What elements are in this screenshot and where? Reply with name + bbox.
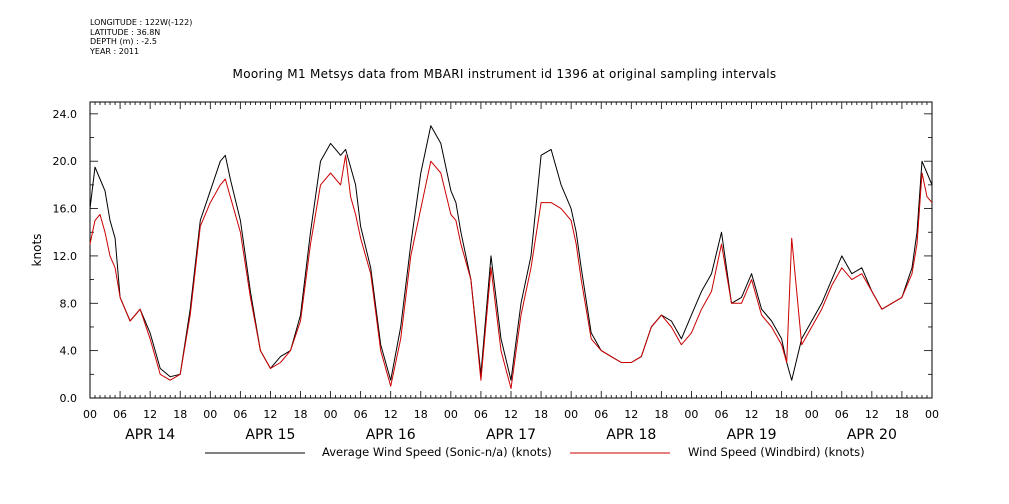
series-line-windbird-wind-speed: [89, 154, 933, 389]
x-tick-label: 12: [624, 408, 638, 421]
x-tick-label: 00: [324, 408, 338, 421]
x-tick-label: 06: [474, 408, 488, 421]
x-tick-label: 18: [414, 408, 428, 421]
longitude-text: LONGITUDE : 122W(-122): [90, 18, 193, 27]
x-tick-label: 12: [143, 408, 157, 421]
x-tick-label: 18: [775, 408, 789, 421]
day-label: APR 15: [245, 427, 295, 443]
x-tick-label: 00: [805, 408, 819, 421]
x-tick-label: 00: [684, 408, 698, 421]
x-tick-label: 00: [925, 408, 939, 421]
y-tick-label: 12.0: [53, 250, 78, 263]
latitude-text: LATITUDE : 36.8N: [90, 27, 161, 37]
y-tick-label: 8.0: [60, 297, 78, 310]
x-tick-label: 18: [895, 408, 909, 421]
legend-label-windbird: Wind Speed (Windbird) (knots): [688, 445, 865, 459]
x-tick-label: 00: [83, 408, 97, 421]
x-tick-label: 18: [173, 408, 187, 421]
day-label: APR 17: [486, 427, 536, 443]
day-label: APR 16: [366, 427, 416, 443]
x-tick-label: 06: [113, 408, 127, 421]
day-label: APR 14: [125, 427, 175, 443]
legend-label-average: Average Wind Speed (Sonic-n/a) (knots): [322, 445, 552, 459]
year-text: YEAR : 2011: [90, 46, 140, 56]
depth-text: DEPTH (m) : -2.5: [90, 37, 157, 46]
x-tick-label: 12: [263, 408, 277, 421]
x-tick-label: 06: [835, 408, 849, 421]
x-tick-label: 12: [745, 408, 759, 421]
x-tick-label: 18: [654, 408, 668, 421]
y-tick-label: 4.0: [60, 345, 78, 358]
x-tick-label: 18: [534, 408, 548, 421]
chart-title: Mooring M1 Metsys data from MBARI instru…: [232, 67, 777, 81]
chart-axes: 00 06 12 18 00 06 12 18 00 06 12 18 00 06 12 18 00 06 12 18…: [30, 101, 939, 443]
y-tick-label: 24.0: [53, 108, 78, 121]
x-tick-label: 06: [715, 408, 729, 421]
x-tick-label: 06: [233, 408, 247, 421]
x-tick-label: 06: [354, 408, 368, 421]
y-tick-label: 20.0: [53, 155, 78, 168]
y-tick-label: 16.0: [53, 203, 78, 216]
day-label: APR 18: [606, 427, 656, 443]
y-axis-label: knots: [30, 234, 44, 267]
x-tick-label: 12: [865, 408, 879, 421]
x-tick-label: 00: [444, 408, 458, 421]
x-tick-label: 00: [564, 408, 578, 421]
day-label: APR 20: [847, 427, 897, 443]
x-tick-label: 00: [203, 408, 217, 421]
y-tick-label: 0.0: [60, 392, 78, 405]
x-tick-label: 06: [594, 408, 608, 421]
x-tick-label: 18: [294, 408, 308, 421]
series-line-average-wind-speed: [89, 125, 933, 381]
plot-frame: [89, 101, 933, 399]
day-label: APR 19: [727, 427, 777, 443]
x-tick-label: 12: [384, 408, 398, 421]
x-tick-label: 12: [504, 408, 518, 421]
chart-series: [89, 125, 933, 389]
metadata-block: LONGITUDE : 122W(-122) LATITUDE : 36.8N …: [90, 18, 192, 56]
